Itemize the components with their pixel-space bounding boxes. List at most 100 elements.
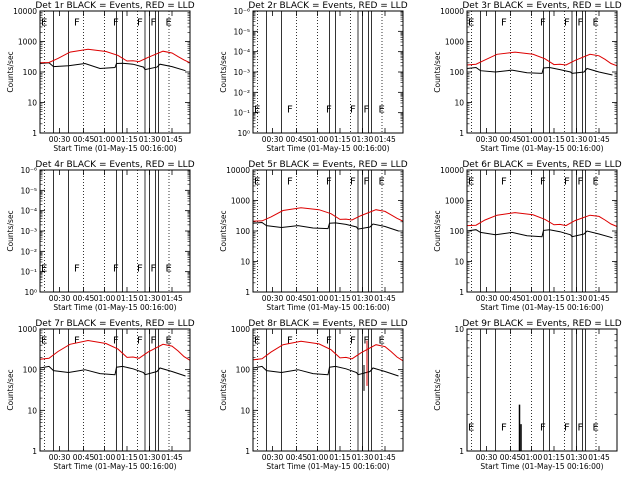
plot-title: Det 5r BLACK = Events, RED = LLD [248, 160, 407, 170]
flag-marker: F [350, 104, 356, 115]
flag-marker: F [350, 177, 356, 188]
flag-marker: F [326, 104, 332, 115]
plot-frame [466, 169, 618, 293]
x-tick-label: 01:00 [94, 294, 116, 303]
y-tick-label: 1000 [445, 197, 464, 206]
y-axis-label: Counts/sec [219, 210, 228, 251]
x-tick-label: 01:00 [307, 294, 329, 303]
flag-marker: F [113, 18, 119, 29]
x-tick-label: 00:30 [476, 135, 498, 144]
x-tick-label: 01:00 [521, 453, 543, 462]
x-tick-label: 01:15 [329, 294, 351, 303]
flag-marker: F [74, 336, 80, 347]
y-tick-label: 10⁻⁶ [233, 7, 250, 16]
flag-marker: E [41, 263, 47, 274]
y-tick-label: 100 [236, 227, 251, 236]
flag-marker: E [41, 18, 47, 29]
lld-series-line [39, 339, 191, 361]
flag-marker: E [379, 104, 385, 115]
y-tick-label: 10 [27, 406, 37, 415]
y-tick-label: 1000 [445, 38, 464, 47]
plot-title: Det 4r BLACK = Events, RED = LLD [35, 160, 194, 170]
x-tick-label: 00:30 [49, 453, 71, 462]
flag-marker: F [364, 177, 370, 188]
events-series-line [252, 365, 399, 377]
y-axis-label: Counts/sec [6, 369, 15, 410]
y-axis-label: Counts/sec [219, 369, 228, 410]
x-tick-label: 01:45 [161, 294, 183, 303]
x-tick-label: 00:30 [262, 135, 284, 144]
x-axis-label: Start Time (01-May-15 00:16:00) [480, 303, 603, 312]
flag-marker: E [166, 263, 172, 274]
y-tick-label: 1000 [18, 38, 37, 47]
flag-marker: F [113, 336, 119, 347]
plot-frame [466, 328, 618, 452]
y-tick-label: 100 [236, 366, 251, 375]
x-tick-label: 01:15 [116, 135, 138, 144]
y-tick-label: 10⁻⁴ [20, 207, 37, 216]
y-tick-label: 1000 [18, 325, 37, 334]
x-axis-label: Start Time (01-May-15 00:16:00) [53, 303, 176, 312]
y-tick-label: 10 [240, 406, 250, 415]
x-tick-label: 01:30 [139, 294, 161, 303]
x-tick-label: 00:30 [49, 294, 71, 303]
y-tick-label: 1 [32, 447, 37, 456]
flag-marker: E [468, 18, 474, 29]
x-tick-label: 01:45 [588, 135, 610, 144]
flag-marker: F [137, 336, 143, 347]
flag-marker: E [593, 18, 599, 29]
flag-marker: F [578, 177, 584, 188]
flag-marker: E [593, 177, 599, 188]
plot-panel-3: Det 3r BLACK = Events, RED = LLD 1 10 100 10… [433, 1, 622, 153]
x-tick-label: 00:30 [476, 294, 498, 303]
x-axis-label: Start Time (01-May-15 00:16:00) [53, 144, 176, 153]
flag-marker: F [151, 18, 157, 29]
plot-title: Det 1r BLACK = Events, RED = LLD [35, 1, 194, 11]
y-tick-label: 10 [454, 258, 464, 267]
y-axis-label: Counts/sec [219, 51, 228, 92]
flag-marker: E [254, 336, 260, 347]
x-tick-label: 01:45 [161, 453, 183, 462]
flag-marker: F [287, 104, 293, 115]
flag-marker: F [113, 263, 119, 274]
x-tick-label: 01:30 [352, 294, 374, 303]
plot-frame [39, 10, 191, 134]
lld-series-line [252, 340, 404, 362]
y-tick-label: 1000 [231, 325, 250, 334]
y-tick-label: 100 [23, 68, 38, 77]
y-tick-label: 10000 [13, 7, 37, 16]
x-tick-label: 00:30 [262, 294, 284, 303]
y-tick-label: 1 [459, 288, 464, 297]
x-tick-label: 01:30 [352, 453, 374, 462]
x-tick-label: 01:00 [307, 135, 329, 144]
flag-marker: E [379, 336, 385, 347]
flag-marker: F [540, 18, 546, 29]
x-axis-label: Start Time (01-May-15 00:16:00) [266, 144, 389, 153]
x-axis-label: Start Time (01-May-15 00:16:00) [53, 462, 176, 471]
y-tick-label: 1 [32, 129, 37, 138]
x-tick-label: 00:30 [49, 135, 71, 144]
plot-title: Det 8r BLACK = Events, RED = LLD [248, 319, 407, 329]
x-tick-label: 01:15 [329, 453, 351, 462]
x-tick-label: 00:45 [286, 453, 308, 462]
y-tick-label: 1 [245, 447, 250, 456]
x-axis-label: Start Time (01-May-15 00:16:00) [266, 462, 389, 471]
x-tick-label: 00:30 [476, 453, 498, 462]
y-axis-label: Counts/sec [433, 51, 442, 92]
plot-panel-6: Det 6r BLACK = Events, RED = LLD 1 10 100 10… [433, 160, 622, 312]
flag-marker: F [564, 422, 570, 433]
flag-marker: E [468, 177, 474, 188]
x-tick-label: 01:45 [161, 135, 183, 144]
flag-marker: F [364, 104, 370, 115]
y-tick-label: 10⁻² [20, 247, 37, 256]
flag-marker: F [578, 18, 584, 29]
y-tick-label: 10⁻⁵ [233, 27, 250, 36]
events-series-line [466, 229, 613, 239]
plot-panel-7: Det 7r BLACK = Events, RED = LLD 1 10 100 10… [6, 319, 195, 471]
flag-marker: F [326, 177, 332, 188]
flag-marker: E [379, 177, 385, 188]
plot-frame [466, 10, 618, 134]
x-tick-label: 00:45 [500, 294, 522, 303]
